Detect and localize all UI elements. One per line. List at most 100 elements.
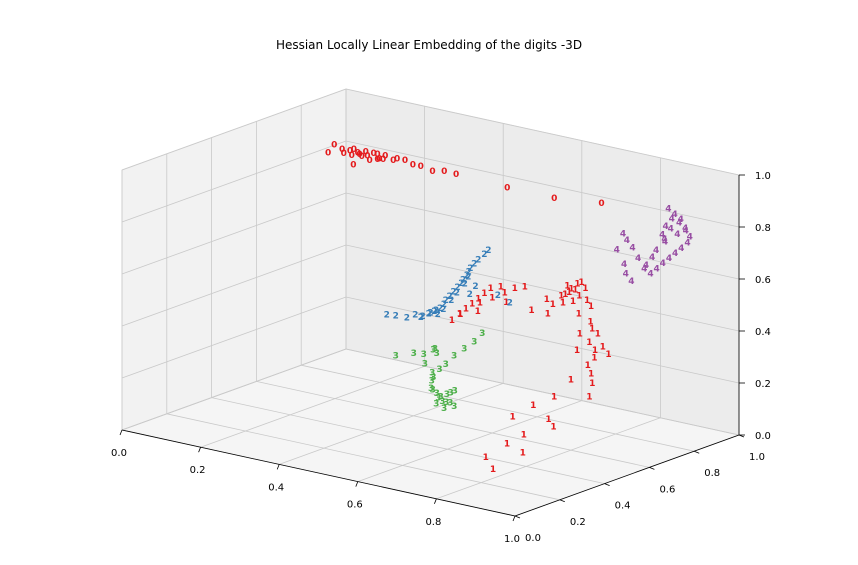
point-digit-2: 2 xyxy=(433,306,439,316)
point-digit-1: 1 xyxy=(545,415,551,425)
point-digit-2: 2 xyxy=(485,246,491,256)
point-digit-2: 2 xyxy=(393,311,399,321)
point-digit-0: 0 xyxy=(504,184,510,194)
point-digit-4: 4 xyxy=(687,233,693,243)
point-digit-4: 4 xyxy=(669,214,675,224)
gridline-back-z xyxy=(345,296,740,384)
point-digit-3: 3 xyxy=(447,399,453,409)
y-axis-line xyxy=(514,434,740,517)
z-tick-label: 0.6 xyxy=(755,275,771,286)
point-digit-3: 3 xyxy=(444,390,450,400)
point-digit-0: 0 xyxy=(356,150,362,160)
point-digit-2: 2 xyxy=(446,292,452,302)
point-digit-1: 1 xyxy=(501,288,507,298)
point-digit-0: 0 xyxy=(355,148,361,158)
point-digit-1: 1 xyxy=(503,298,509,308)
chart-title: Hessian Locally Linear Embedding of the … xyxy=(276,38,582,52)
point-digit-1: 1 xyxy=(576,310,582,320)
point-digit-1: 1 xyxy=(584,296,590,306)
point-digit-0: 0 xyxy=(351,145,357,155)
y-tick xyxy=(694,450,700,454)
point-digit-1: 1 xyxy=(504,440,510,450)
y-tick xyxy=(559,499,565,503)
point-digit-4: 4 xyxy=(629,244,635,254)
point-digit-4: 4 xyxy=(678,215,684,225)
point-digit-1: 1 xyxy=(530,401,536,411)
x-tick xyxy=(119,429,123,436)
point-digit-3: 3 xyxy=(421,350,427,360)
point-digit-2: 2 xyxy=(460,275,466,285)
point-digit-2: 2 xyxy=(466,268,472,278)
point-digit-3: 3 xyxy=(448,388,454,398)
point-digit-1: 1 xyxy=(489,293,495,303)
point-digit-1: 1 xyxy=(582,284,588,294)
point-digit-1: 1 xyxy=(487,284,493,294)
x-tick xyxy=(276,464,280,470)
point-digit-3: 3 xyxy=(452,387,458,397)
point-digit-1: 1 xyxy=(522,282,528,292)
point-digit-0: 0 xyxy=(366,156,372,166)
point-digit-4: 4 xyxy=(641,264,647,274)
y-tick-label: 0.2 xyxy=(570,517,586,528)
point-digit-4: 4 xyxy=(628,277,634,287)
point-digit-1: 1 xyxy=(463,305,469,315)
point-digit-1: 1 xyxy=(521,430,527,440)
point-digit-2: 2 xyxy=(419,312,425,322)
point-digit-1: 1 xyxy=(457,310,463,320)
point-digit-3: 3 xyxy=(435,393,441,403)
tick-labels: 0.0 0.0 0.0 0.2 0.2 0.2 0.4 0.4 0.4 0.6 0.6 0.6 0.8 0… xyxy=(111,171,771,545)
z-tick-label: 0.8 xyxy=(755,223,771,234)
point-digit-1: 1 xyxy=(545,310,551,320)
point-digit-3: 3 xyxy=(430,346,436,356)
point-digit-2: 2 xyxy=(384,311,390,321)
y-tick-label: 0.8 xyxy=(704,468,720,479)
point-digit-0: 0 xyxy=(429,167,435,177)
x-tick xyxy=(512,515,516,522)
point-digit-2: 2 xyxy=(440,305,446,315)
point-digit-0: 0 xyxy=(441,167,447,177)
z-tick-label: 0.0 xyxy=(755,431,771,442)
point-digit-3: 3 xyxy=(430,386,436,396)
point-digit-1: 1 xyxy=(469,299,475,309)
point-digit-2: 2 xyxy=(426,309,432,319)
point-digit-3: 3 xyxy=(471,338,477,348)
point-digit-1: 1 xyxy=(574,346,580,356)
point-digit-1: 1 xyxy=(490,465,496,475)
gridline-floor-y xyxy=(166,413,560,501)
y-tick xyxy=(738,434,745,438)
y-tick-label: 0.0 xyxy=(525,533,541,544)
gridline-left-z xyxy=(121,296,347,379)
x-axis-line xyxy=(121,429,516,517)
point-digit-1: 1 xyxy=(587,318,593,328)
point-digit-0: 0 xyxy=(341,149,347,159)
gridline-left-z xyxy=(121,88,347,171)
point-digit-3: 3 xyxy=(393,352,399,362)
point-digit-1: 1 xyxy=(544,295,550,305)
point-digit-1: 1 xyxy=(592,346,598,356)
point-digit-2: 2 xyxy=(465,273,471,283)
point-digit-0: 0 xyxy=(402,156,408,166)
x-tick-label: 0.2 xyxy=(190,465,206,476)
point-digit-3: 3 xyxy=(443,398,449,408)
point-digit-4: 4 xyxy=(665,205,671,215)
y-tick xyxy=(514,515,521,519)
point-digit-4: 4 xyxy=(620,230,626,240)
point-digit-4: 4 xyxy=(660,259,666,269)
point-digit-3: 3 xyxy=(430,373,436,383)
gridline-back-z xyxy=(345,140,740,228)
point-digit-0: 0 xyxy=(331,141,337,151)
point-digit-1: 1 xyxy=(550,423,556,433)
point-digit-3: 3 xyxy=(436,365,442,375)
gridline-floor-y xyxy=(256,381,650,468)
point-digit-1: 1 xyxy=(568,376,574,386)
point-digit-1: 1 xyxy=(558,292,564,302)
point-digit-4: 4 xyxy=(661,235,667,245)
point-digit-4: 4 xyxy=(643,261,649,271)
point-digit-1: 1 xyxy=(589,324,595,334)
point-digit-0: 0 xyxy=(370,149,376,159)
point-digit-3: 3 xyxy=(439,397,445,407)
gridline-floor-y xyxy=(301,364,695,452)
gridline-floor-x xyxy=(200,365,425,448)
point-digit-3: 3 xyxy=(429,376,435,386)
